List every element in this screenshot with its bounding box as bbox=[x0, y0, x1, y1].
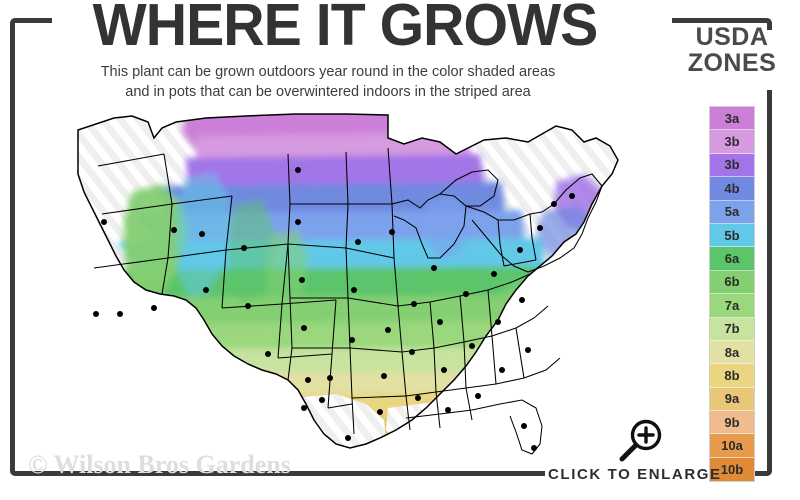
subtitle-line-1: This plant can be grown outdoors year ro… bbox=[100, 64, 556, 80]
zone-swatch-8b-11: 8b bbox=[710, 364, 754, 388]
zone-swatch-6a-6: 6a bbox=[710, 247, 754, 271]
zone-swatch-7a-8: 7a bbox=[710, 294, 754, 318]
copyright-watermark: © Wilson Bros Gardens bbox=[28, 450, 291, 479]
magnifier-plus-icon[interactable] bbox=[615, 418, 667, 466]
zone-swatch-6b-7: 6b bbox=[710, 270, 754, 295]
page-subtitle: This plant can be grown outdoors year ro… bbox=[28, 62, 628, 102]
zone-swatch-5a-4: 5a bbox=[710, 200, 754, 224]
click-to-enlarge-label[interactable]: CLICK TO ENLARGE bbox=[548, 466, 722, 483]
usa-hardiness-map[interactable] bbox=[36, 108, 666, 460]
page-title: WHERE IT GROWS bbox=[92, 0, 599, 58]
legend-heading-line-2: ZONES bbox=[687, 49, 777, 77]
state-boundaries bbox=[77, 113, 619, 455]
legend-heading-line-1: USDA bbox=[695, 23, 769, 51]
zone-swatch-3a-0: 3a bbox=[710, 107, 754, 131]
zone-swatch-3b-1: 3b bbox=[710, 130, 754, 154]
zone-swatch-10a-14: 10a bbox=[710, 434, 754, 458]
zone-swatch-9b-13: 9b bbox=[710, 411, 754, 435]
zone-swatch-5b-5: 5b bbox=[710, 223, 754, 248]
zone-swatch-7b-9: 7b bbox=[710, 317, 754, 341]
zone-legend: 3a 3b 3b 4b 5a 5b 6a 6b 7a 7b 8a 8b 9a 9b 10a 10b bbox=[709, 106, 755, 483]
zone-swatch-10b-15: 10b bbox=[710, 457, 754, 482]
zone-swatch-3b-2: 3b bbox=[710, 153, 754, 178]
zone-swatch-9a-12: 9a bbox=[710, 387, 754, 412]
subtitle-line-2: and in pots that can be overwintered ind… bbox=[125, 84, 531, 100]
zone-swatch-4b-3: 4b bbox=[710, 177, 754, 201]
legend-heading: USDA ZONES bbox=[672, 24, 792, 76]
zone-swatch-8a-10: 8a bbox=[710, 340, 754, 365]
city-dots bbox=[93, 167, 575, 451]
